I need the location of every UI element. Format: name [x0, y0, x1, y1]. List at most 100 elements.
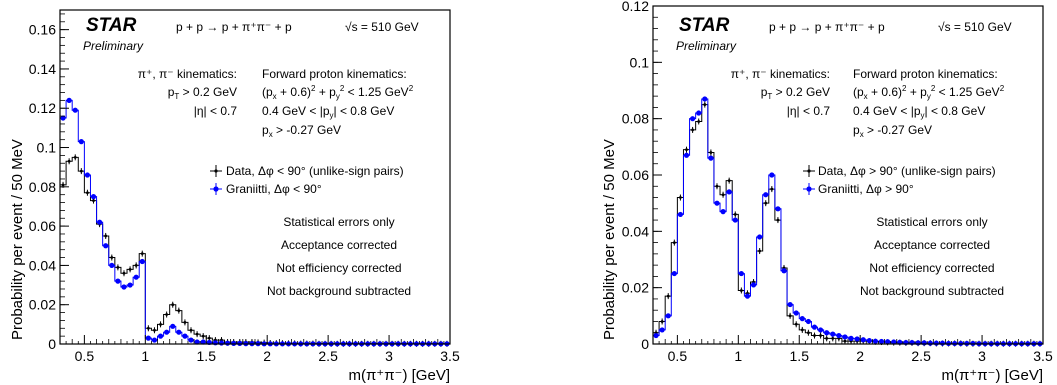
left-data-point: [122, 270, 126, 277]
left-graniitti-point: [97, 219, 103, 225]
left-data-point: [110, 254, 114, 261]
left-y-tick-label: 0.04: [29, 257, 56, 273]
right-note-2: Acceptance corrected: [874, 238, 990, 252]
right-reaction-label: p + p → p + π⁺π⁻ + p: [769, 20, 885, 34]
left-data-point: [201, 333, 205, 340]
left-graniitti-point: [78, 139, 84, 145]
right-graniitti-point: [817, 327, 824, 333]
right-graniitti-point: [787, 301, 793, 308]
left-graniitti-point: [72, 107, 78, 113]
left-star-logo: STAR: [86, 15, 137, 36]
right-graniitti-point: [799, 316, 805, 322]
right-graniitti-point: [744, 293, 751, 299]
left-data-point: [128, 266, 132, 273]
left-note-2: Acceptance corrected: [281, 238, 397, 252]
right-x-tick-label: 2.5: [911, 348, 931, 364]
right-y-tick-label: 0.1: [630, 54, 650, 70]
right-graniitti-point: [726, 189, 732, 195]
left-data-point: [159, 321, 162, 328]
right-graniitti-point: [702, 96, 708, 102]
right-graniitti-point: [738, 270, 744, 277]
left-x-tick-label: 2.5: [318, 348, 338, 364]
right-graniitti-point: [878, 338, 885, 345]
right-data-point: [770, 186, 774, 193]
right-legend-data-label: Data, Δφ > 90° (unlike-sign pairs): [818, 164, 996, 178]
left-legend-graniitti-label: Graniitti, Δφ < 90°: [226, 182, 322, 196]
left-graniitti-point: [164, 329, 170, 335]
left-y-tick-label: 0.12: [29, 100, 56, 116]
left-data-point: [73, 154, 77, 161]
right-data-point: [660, 318, 664, 325]
left-y-tick-label: 0.1: [37, 140, 57, 156]
left-note-3: Not efficiency corrected: [276, 261, 401, 275]
left-y-tick-label: 0.02: [29, 297, 56, 313]
left-graniitti-point: [145, 335, 151, 341]
left-x-tick-label: 3: [385, 348, 393, 364]
right-data-point: [703, 101, 707, 108]
right-graniitti-point: [665, 313, 671, 319]
left-graniitti-point: [66, 97, 72, 103]
right-graniitti-point: [885, 339, 891, 345]
right-x-axis-title: m(π⁺π⁻) [GeV]: [941, 367, 1043, 384]
left-data-point: [140, 250, 144, 257]
right-graniitti-point: [872, 338, 879, 344]
left-pion-eta-cut: |η| < 0.7: [194, 104, 238, 118]
right-note-3: Not efficiency corrected: [869, 261, 994, 275]
right-axis-ticks: 0 0.02 0.04 0.06 0.08 0.1 0.12 0.5 1 1.5 2 2.5 3 3.5: [622, 0, 1053, 364]
left-graniitti-point: [133, 274, 139, 280]
right-x-tick-label: 3: [978, 348, 986, 364]
right-data-point: [825, 335, 829, 342]
right-graniitti-point: [830, 331, 836, 337]
left-reaction-label: p + p → p + π⁺π⁻ + p: [176, 20, 292, 34]
right-graniitti-point: [927, 340, 933, 346]
right-graniitti-point: [775, 206, 781, 212]
left-proton-cut-2: 0.4 GeV < |py| < 0.8 GeV: [262, 104, 394, 120]
left-data-point: [79, 168, 83, 175]
left-note-4: Not background subtracted: [267, 284, 411, 298]
right-graniitti-point: [653, 332, 659, 339]
left-x-tick-label: 0.5: [75, 348, 95, 364]
left-graniitti-point: [212, 340, 218, 346]
left-data-point: [67, 158, 71, 165]
right-data-point: [679, 194, 682, 201]
right-data-point: [794, 321, 798, 328]
right-legend: Data, Δφ > 90° (unlike-sign pairs) Grani…: [803, 164, 996, 196]
right-pion-pt-cut: pT > 0.2 GeV: [761, 85, 830, 101]
left-preliminary-label: Preliminary: [83, 39, 144, 53]
right-proton-cut-2: 0.4 GeV < |py| < 0.8 GeV: [853, 104, 985, 120]
left-graniitti-point: [115, 278, 121, 284]
right-note-4: Not background subtracted: [860, 284, 1004, 298]
right-graniitti-point: [696, 110, 702, 116]
left-graniitti-point: [224, 340, 231, 346]
right-graniitti-point: [659, 327, 665, 333]
right-graniitti-point: [690, 116, 696, 122]
right-graniitti-point: [720, 209, 726, 215]
left-graniitti-point: [60, 115, 66, 121]
left-proton-cut-1: (px + 0.6)2 + py2 < 1.25 GeV2: [262, 84, 414, 101]
right-data-point: [806, 329, 810, 336]
left-note-1: Statistical errors only: [283, 215, 394, 229]
right-y-tick-label: 0.12: [622, 0, 649, 14]
left-proton-cut-3: px > -0.27 GeV: [262, 123, 341, 139]
right-graniitti-point: [769, 172, 775, 178]
right-graniitti-point: [860, 337, 866, 343]
right-graniitti-point: [921, 340, 927, 346]
right-data-point: [813, 332, 816, 339]
right-graniitti-point: [732, 217, 738, 223]
left-graniitti-point: [157, 333, 164, 339]
right-graniitti-point: [933, 340, 939, 346]
left-graniitti-point: [90, 194, 97, 200]
right-x-tick-label: 2: [856, 348, 864, 364]
left-proton-kinematics-title: Forward proton kinematics:: [262, 67, 407, 81]
right-graniitti-point: [811, 324, 818, 330]
right-pion-kinematics-title: π⁺, π⁻ kinematics:: [731, 67, 830, 81]
right-proton-cut-1: (px + 0.6)2 + py2 < 1.25 GeV2: [853, 84, 1005, 101]
left-graniitti-point: [103, 243, 109, 249]
right-data-point: [685, 146, 688, 153]
right-panel: 00.020.040.060.080.10.120.5 1 1.5 2 2.5 3 3.5 …: [601, 0, 1053, 384]
right-graniitti-point: [781, 268, 787, 274]
left-energy-label: √s = 510 GeV: [345, 20, 419, 34]
left-data-point: [171, 301, 175, 308]
left-graniitti-point: [84, 172, 91, 178]
